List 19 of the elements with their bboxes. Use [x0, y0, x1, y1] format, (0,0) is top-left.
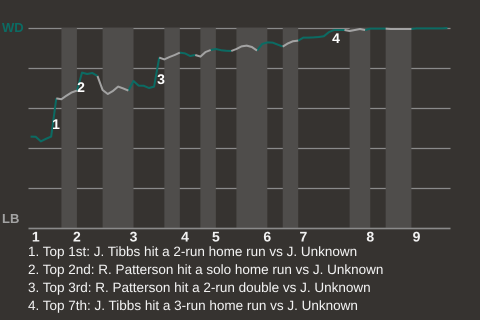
x-tick-label: 3 [130, 228, 138, 244]
text: LB [2, 211, 20, 226]
x-tick-label: 1 [32, 228, 40, 244]
text: WD [2, 20, 24, 35]
x-tick-label: 5 [212, 228, 220, 244]
text: 2. Top 2nd: R. Patterson hit a solo home run vs J. Unknown [28, 261, 384, 279]
x-tick-label: 7 [299, 228, 308, 244]
x-tick-label: 9 [412, 228, 421, 244]
text: 3. Top 3rd: R. Patterson hit a 2-run double vs J. Unknown [28, 279, 372, 297]
annotation: 3 [157, 71, 165, 87]
annotation: 4 [332, 30, 340, 46]
x-tick-label: 2 [72, 228, 81, 244]
x-tick-label: 4 [181, 228, 190, 244]
x-tick-label: 8 [366, 228, 374, 244]
annotation: 2 [77, 79, 85, 95]
text: 4. Top 7th: J. Tibbs hit a 3-run home run vs J. Unknown [28, 297, 359, 315]
text: 1. Top 1st: J. Tibbs hit a 2-run home run vs J. Unknown [28, 243, 358, 261]
annotation: 1 [52, 116, 60, 132]
x-tick-label: 6 [263, 228, 272, 244]
